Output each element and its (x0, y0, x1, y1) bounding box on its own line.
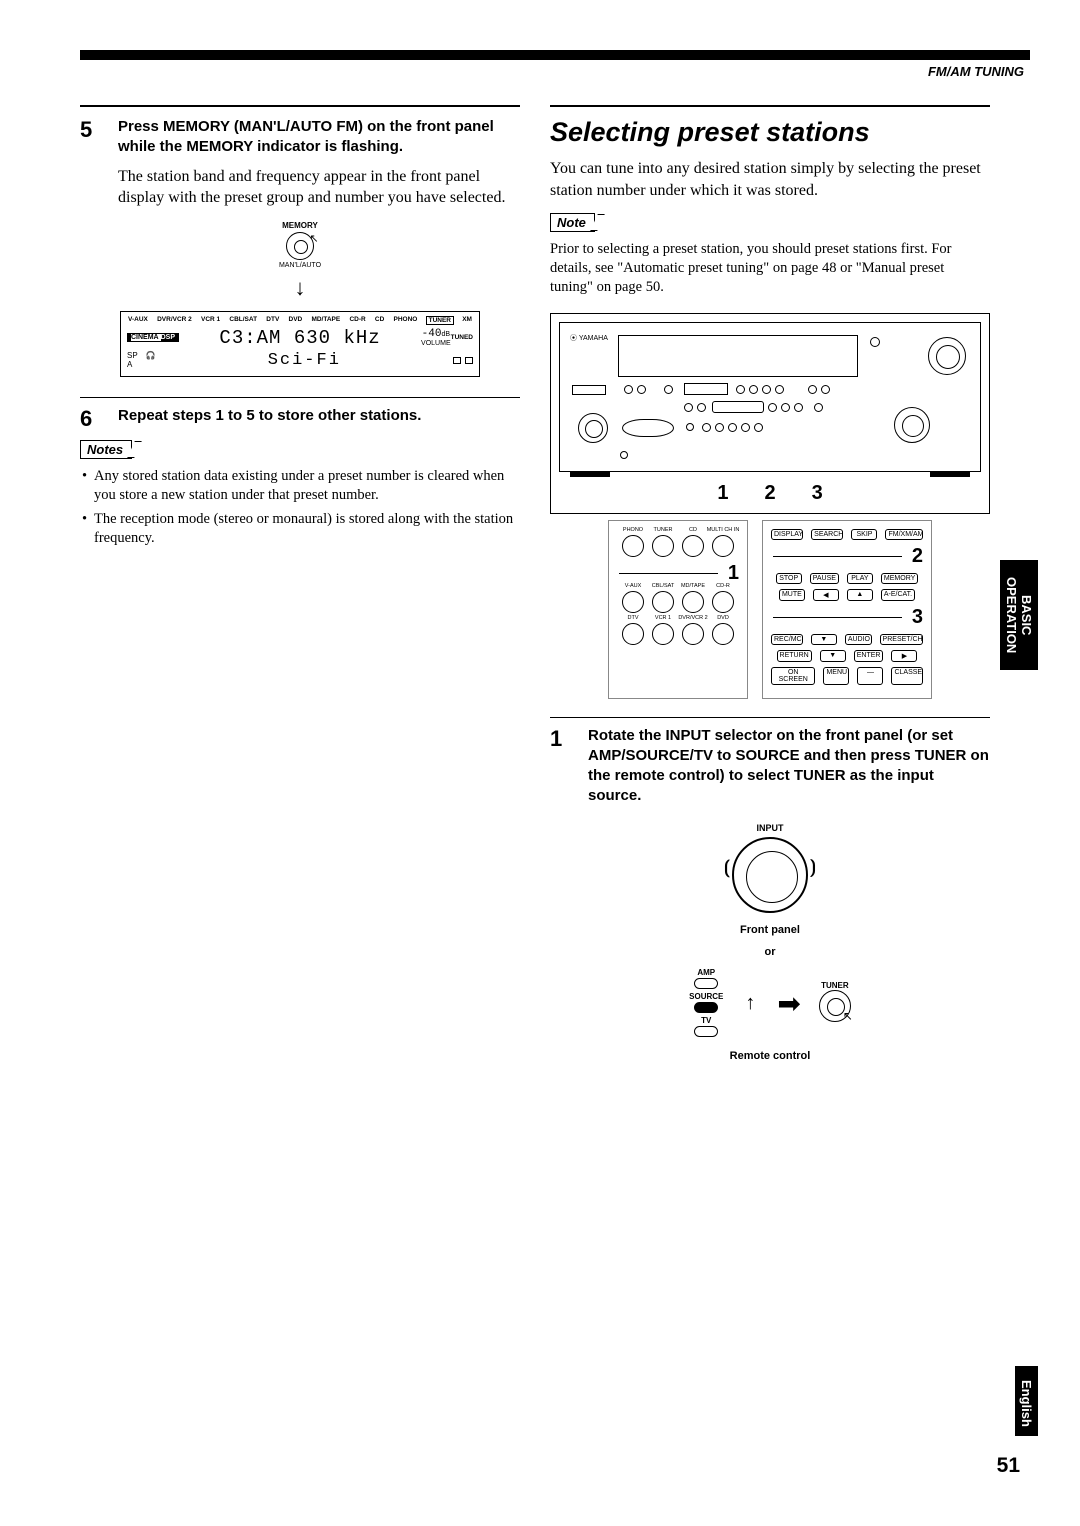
arrow-right-icon: ➡ (777, 987, 800, 1020)
front-panel-display: V-AUX DVR/VCR 2 VCR 1 CBL/SAT DTV DVD MD… (120, 311, 480, 377)
cinema-dsp-badge: CINEMADSP (127, 333, 179, 342)
step-5-number: 5 (80, 117, 104, 158)
segment-sub: Sci-Fi (156, 351, 453, 370)
headphone-icon: 🎧 (146, 351, 156, 369)
section-intro: You can tune into any desired station si… (550, 158, 990, 201)
divider (550, 105, 990, 107)
step-1-title: Rotate the INPUT selector on the front p… (588, 726, 990, 807)
input-dial-diagram: INPUT ⟮⟯ Front panel (550, 823, 990, 936)
memory-button-diagram: MEMORY ↖ MAN'L/AUTO (120, 221, 480, 269)
input-label: INPUT (550, 823, 990, 833)
or-label: or (550, 946, 990, 958)
tuner-label: TUNER (819, 981, 851, 990)
remote-source-diagram: AMP SOURCE TV ↑ ➡ TUNER ↖ (550, 968, 990, 1040)
header-bar (80, 50, 1030, 60)
memory-button-icon: ↖ (286, 232, 314, 260)
step-6-title: Repeat steps 1 to 5 to store other stati… (118, 406, 421, 432)
callout-number: 1 (717, 482, 728, 505)
input-dial-icon: ⟮⟯ (732, 837, 808, 913)
side-tab-english: English (1015, 1366, 1038, 1436)
tuner-button-icon: ↖ (819, 990, 851, 1022)
note-bullet: The reception mode (stereo or monaural) … (82, 510, 520, 548)
step-5-title: Press MEMORY (MAN'L/AUTO FM) on the fron… (118, 117, 520, 158)
step-1-number: 1 (550, 726, 574, 807)
note-bullet: Any stored station data existing under a… (82, 467, 520, 505)
memory-label: MEMORY (120, 221, 480, 230)
remote-input-panel: PHONO TUNER CD MULTI CH IN 1 V-AUX CBL/S… (608, 520, 748, 699)
tuned-label: TUNED (451, 334, 473, 341)
volume-indicator: -40dB VOLUME (421, 329, 451, 347)
display-source-row: V-AUX DVR/VCR 2 VCR 1 CBL/SAT DTV DVD MD… (127, 316, 473, 325)
input-knob-icon (578, 413, 608, 443)
volume-knob-icon (928, 337, 966, 375)
arrow-down-icon: ↓ (120, 275, 480, 301)
callout-number: 3 (912, 606, 923, 629)
memory-sublabel: MAN'L/AUTO (120, 262, 480, 269)
remote-control-caption: Remote control (550, 1050, 990, 1062)
notes-badge: Notes (80, 440, 132, 459)
divider (80, 105, 520, 107)
note-text: Prior to selecting a preset station, you… (550, 240, 990, 297)
front-panel-caption: Front panel (550, 924, 990, 936)
callout-number: 2 (764, 482, 775, 505)
page-number: 51 (997, 1454, 1020, 1478)
receiver-diagram: ⦿ YAMAHA (550, 313, 990, 514)
section-title: Selecting preset stations (550, 117, 990, 148)
remote-control-panel: DISPLAYSEARCHSKIPFM/XM/AM 2 STOPPAUSEPLA… (762, 520, 932, 699)
callout-number: 1 (728, 562, 739, 585)
callout-number: 2 (912, 545, 923, 568)
divider (80, 397, 520, 398)
segment-main: C3:AM 630 kHz (179, 327, 421, 349)
callout-number: 3 (812, 482, 823, 505)
step-6-number: 6 (80, 406, 104, 432)
divider (550, 717, 990, 718)
step-5-body: The station band and frequency appear in… (118, 166, 520, 209)
header-section-label: FM/AM TUNING (80, 64, 1030, 79)
arrow-up-icon: ↑ (745, 992, 755, 1015)
note-badge: Note (550, 213, 595, 232)
side-tab-basic: BASIC OPERATION (1000, 560, 1038, 670)
